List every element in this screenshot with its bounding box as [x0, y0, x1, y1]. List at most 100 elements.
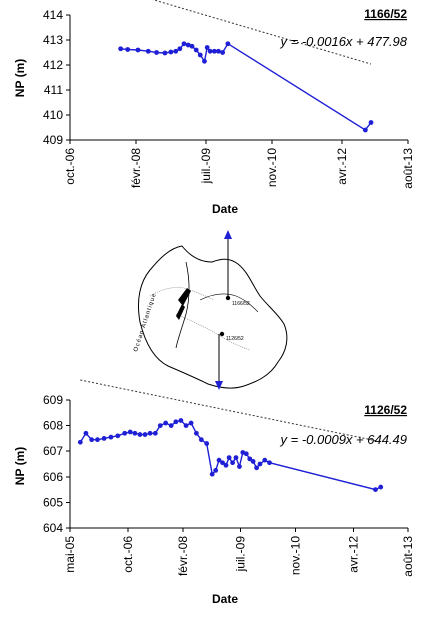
data-point — [118, 46, 124, 52]
x-tick-label: nov.-10 — [288, 536, 302, 575]
data-point — [233, 455, 239, 460]
y-tick-label: 608 — [43, 419, 63, 433]
data-point — [101, 436, 107, 441]
data-point — [77, 439, 83, 445]
data-point — [378, 484, 384, 490]
y-tick-label: 414 — [43, 8, 63, 22]
bottom-chart: 604 605 606 607 608 609 mai-05 oct.-06 févr.-08… — [13, 379, 415, 606]
x-tick-label: août-13 — [401, 148, 415, 189]
data-point — [216, 457, 222, 463]
data-point — [209, 471, 215, 477]
data-point — [178, 418, 184, 423]
data-point — [89, 437, 95, 443]
x-tick-label: oct.-06 — [63, 148, 77, 185]
data-point — [193, 430, 199, 436]
top-chart-points — [118, 41, 374, 133]
data-point — [137, 432, 143, 437]
arrow-down-icon — [215, 381, 223, 390]
top-chart: 409 410 411 412 413 414 oct.-06 févr.-08 juil.-… — [13, 0, 415, 216]
data-point — [213, 468, 219, 473]
x-tick-label: oct.-06 — [121, 536, 135, 573]
x-tick-label: mai-05 — [63, 536, 77, 573]
location-map: Océan Atlantique 1166/52 1126/52 — [133, 230, 288, 390]
data-point — [162, 50, 168, 56]
x-tick-label: avr.-12 — [346, 536, 360, 573]
data-point — [177, 46, 183, 52]
data-point — [204, 441, 210, 446]
data-point — [226, 455, 232, 460]
y-tick-label: 606 — [43, 470, 63, 484]
y-tick-label: 413 — [43, 33, 63, 47]
data-point — [152, 430, 158, 436]
data-point — [193, 47, 199, 53]
bottom-chart-trend-line — [80, 379, 381, 443]
x-tick-label: févr.-08 — [176, 536, 190, 576]
map-river — [149, 287, 215, 301]
data-point — [163, 420, 169, 426]
map-subbasin-boundary — [175, 261, 190, 349]
data-point — [198, 437, 204, 443]
bottom-chart-x-ticks: mai-05 oct.-06 févr.-08 juil.-09 nov.-10 avr.… — [63, 528, 415, 577]
y-tick-label: 409 — [43, 133, 63, 147]
top-chart-well-label: 1166/52 — [364, 7, 407, 21]
data-point — [267, 460, 272, 466]
data-point — [189, 43, 195, 49]
map-basin-outline — [137, 245, 288, 389]
data-point — [185, 42, 191, 48]
data-point — [108, 434, 114, 440]
map-point-label-1166: 1166/52 — [232, 301, 250, 307]
map-point-1166 — [225, 295, 231, 301]
x-tick-label: févr.-08 — [129, 148, 143, 188]
top-chart-y-label: NP (m) — [13, 59, 27, 97]
top-chart-y-ticks: 409 410 411 412 413 414 — [43, 8, 70, 147]
y-tick-label: 411 — [44, 83, 63, 97]
arrow-up-icon — [224, 230, 232, 239]
data-point — [157, 423, 163, 428]
bottom-chart-y-ticks: 604 605 606 607 608 609 — [43, 393, 70, 535]
data-point — [181, 41, 187, 47]
top-chart-x-ticks: oct.-06 févr.-08 juil.-09 nov.-10 avr.-12 aoû… — [63, 140, 415, 189]
data-point — [216, 48, 221, 54]
y-tick-label: 410 — [43, 108, 63, 122]
x-tick-label: juil.-09 — [199, 148, 213, 185]
data-point — [223, 462, 229, 468]
data-point — [225, 41, 231, 47]
y-tick-label: 607 — [43, 444, 63, 458]
bottom-chart-series-line — [79, 419, 382, 491]
data-point — [173, 48, 179, 54]
map-point-1126 — [219, 331, 225, 337]
map-lake — [176, 288, 191, 320]
data-point — [188, 420, 194, 426]
data-point — [147, 430, 153, 436]
bottom-chart-equation: y = -0.0009x + 644.49 — [280, 432, 407, 447]
data-point — [202, 58, 207, 64]
data-point — [173, 419, 179, 425]
data-point — [207, 48, 213, 54]
data-point — [115, 433, 121, 439]
data-point — [135, 47, 141, 53]
top-chart-series-line — [120, 42, 372, 131]
data-point — [237, 464, 242, 469]
bottom-chart-well-label: 1126/52 — [364, 403, 407, 417]
data-point — [250, 459, 256, 464]
y-tick-label: 412 — [43, 58, 63, 72]
data-point — [220, 460, 225, 466]
x-tick-label: août-13 — [401, 536, 415, 577]
data-point — [247, 456, 253, 462]
map-river — [175, 313, 251, 351]
data-point — [362, 127, 368, 133]
data-point — [204, 45, 210, 50]
map-subbasin-boundary — [199, 293, 259, 313]
data-point — [230, 460, 236, 466]
top-chart-equation: y = -0.0016x + 477.98 — [280, 34, 408, 49]
data-point — [197, 52, 203, 58]
data-point — [254, 465, 260, 471]
data-point — [243, 451, 249, 457]
x-tick-label: juil.-09 — [234, 536, 248, 573]
data-point — [83, 430, 89, 436]
data-point — [220, 50, 226, 55]
data-point — [211, 48, 217, 54]
top-chart-x-label: Date — [212, 202, 238, 216]
data-point — [145, 48, 151, 54]
